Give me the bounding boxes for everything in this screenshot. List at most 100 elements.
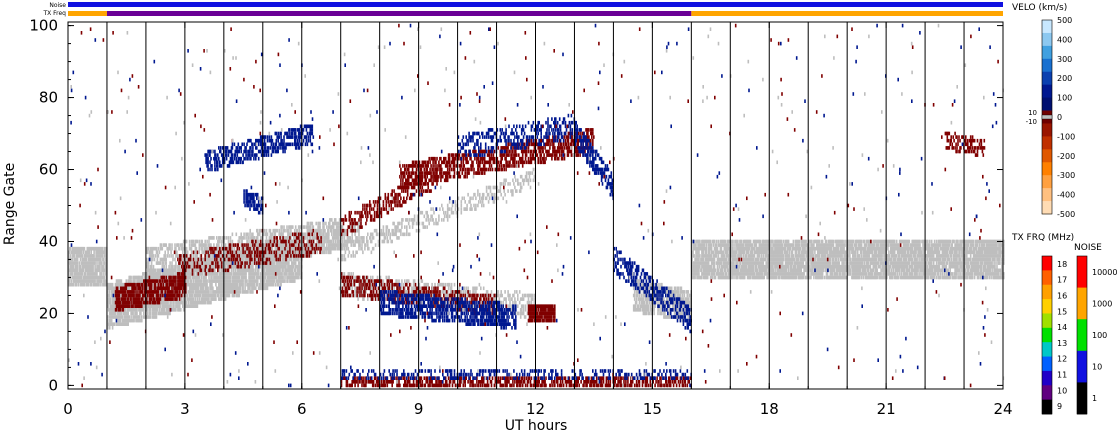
- scatter-cell-ground: [212, 286, 214, 291]
- scatter-cell-ground: [299, 275, 302, 280]
- scatter-cell-ground: [633, 297, 636, 301]
- scatter-cell-ground: [199, 243, 202, 247]
- scatter-cell-ground: [406, 279, 409, 283]
- scatter-cell-ground: [99, 264, 101, 269]
- scatter-cell-ground: [645, 297, 648, 301]
- scatter-cell-ground: [143, 297, 145, 301]
- scatter-cell-ground: [283, 257, 285, 262]
- scatter-cell-ground: [276, 264, 278, 269]
- scatter-cell-ground: [187, 275, 190, 280]
- scatter-cell-ground: [357, 286, 359, 291]
- scatter-cell-ground: [365, 243, 367, 247]
- scatter-cell-ground: [195, 257, 198, 262]
- scatter-cell-ground: [91, 257, 93, 262]
- scatter-cell-ground: [105, 279, 107, 283]
- txfreq-strip-label: TX Freq: [42, 10, 66, 17]
- scatter-cell-ground: [117, 322, 120, 326]
- scatter-cell-ground: [344, 250, 347, 255]
- scatter-cell-ground: [508, 293, 510, 298]
- scatter-cell-ground: [161, 311, 164, 316]
- scatter-cell-ground: [260, 257, 263, 262]
- scatter-cell-ground: [308, 246, 311, 251]
- scatter-cell-ground: [198, 297, 201, 301]
- scatter-cell-ground: [71, 275, 74, 280]
- scatter-cell-ground: [189, 275, 192, 280]
- scatter-cell-ground: [299, 264, 302, 269]
- scatter-cell-ground: [504, 290, 506, 294]
- scatter-cell-ground: [203, 250, 205, 255]
- scatter-cell-ground: [105, 282, 107, 287]
- scatter-cell-ground: [151, 308, 154, 312]
- scatter-cell-ground: [386, 225, 389, 229]
- scatter-cell-ground: [154, 297, 157, 301]
- scatter-cell-ground: [354, 225, 356, 229]
- scatter-cell-ground: [477, 189, 479, 193]
- scatter-cell-ground: [155, 304, 158, 308]
- scatter-cell-ground: [160, 268, 163, 273]
- scatter-cell-ground: [199, 257, 202, 262]
- scatter-cell-ground: [298, 228, 301, 233]
- scatter-cell-ground: [227, 254, 230, 258]
- scatter-cell-ground: [201, 264, 203, 269]
- scatter-cell-ground: [345, 239, 348, 244]
- scatter-cell-ground: [345, 243, 348, 247]
- scatter-cell-ground: [228, 293, 231, 298]
- scatter-cell-ground: [82, 246, 85, 251]
- scatter-cell-ground: [240, 236, 242, 240]
- scatter-cell-ground: [274, 282, 277, 287]
- scatter-cell-ground: [89, 282, 91, 287]
- scatter-cell-ground: [130, 279, 132, 283]
- scatter-cell-ground: [248, 261, 250, 265]
- scatter-cell-ground: [265, 268, 268, 273]
- scatter-cell-ground: [331, 239, 333, 244]
- scatter-cell-ground: [498, 189, 501, 193]
- scatter-cell-ground: [423, 214, 426, 219]
- scatter-cell-ground: [95, 246, 97, 251]
- scatter-cell-ground: [331, 218, 333, 222]
- scatter-cell-ground: [384, 297, 387, 301]
- scatter-cell-ground: [254, 236, 256, 240]
- scatter-cell-ground: [186, 257, 189, 262]
- scatter-cell-ground: [203, 246, 205, 251]
- scatter-cell-ground: [162, 300, 165, 305]
- scatter-cell-ground: [162, 261, 165, 265]
- scatter-cell-ground: [86, 268, 89, 273]
- scatter-cell-ground: [213, 268, 215, 273]
- scatter-cell-ground: [96, 246, 98, 251]
- scatter-cell-ground: [283, 236, 285, 240]
- scatter-cell-ground: [165, 311, 167, 316]
- scatter-cell-ground: [290, 232, 292, 237]
- scatter-cell-ground: [465, 286, 467, 291]
- scatter-cell-ground: [281, 236, 283, 240]
- scatter-cell-ground: [498, 297, 501, 301]
- scatter-cell-ground: [341, 254, 344, 258]
- scatter-cell-ground: [144, 275, 146, 280]
- scatter-cell-ground: [253, 279, 255, 283]
- scatter-cell-ground: [353, 225, 355, 229]
- scatter-cell-ground: [531, 293, 534, 298]
- scatter-cell-ground: [245, 232, 247, 237]
- scatter-cell-ground: [668, 308, 671, 312]
- scatter-cell-ground: [269, 232, 272, 237]
- scatter-cell-ground: [284, 257, 286, 262]
- scatter-cell-ground: [136, 315, 138, 319]
- scatter-cell-ground: [78, 246, 81, 251]
- scatter-cell-ground: [450, 290, 453, 294]
- scatter-cell-ground: [251, 272, 253, 276]
- scatter-cell-ground: [225, 286, 228, 291]
- scatter-cell-ground: [358, 228, 360, 233]
- scatter-cell-ground: [444, 293, 447, 298]
- scatter-cell-ground: [293, 275, 295, 280]
- scatter-cell-ground: [168, 254, 170, 258]
- scatter-cell-ground: [182, 304, 185, 308]
- scatter-cell-ground: [406, 225, 408, 229]
- scatter-cell-ground: [176, 250, 178, 255]
- scatter-cell-ground: [68, 272, 70, 276]
- scatter-cell-ground: [74, 246, 77, 251]
- scatter-cell-ground: [249, 290, 251, 294]
- scatter-cell-ground: [189, 261, 192, 265]
- scatter-cell-ground: [187, 272, 190, 276]
- scatter-cell-ground: [192, 261, 195, 265]
- scatter-cell-ground: [171, 243, 173, 247]
- scatter-cell-ground: [644, 311, 647, 316]
